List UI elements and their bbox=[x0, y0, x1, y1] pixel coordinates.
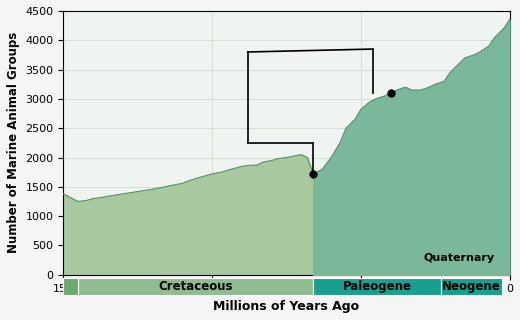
Text: Neogene: Neogene bbox=[442, 280, 501, 293]
Text: Paleogene: Paleogene bbox=[343, 280, 412, 293]
Y-axis label: Number of Marine Animal Groups: Number of Marine Animal Groups bbox=[7, 32, 20, 253]
Bar bbox=[313, 278, 441, 295]
X-axis label: Millions of Years Ago: Millions of Years Ago bbox=[213, 300, 359, 313]
Bar bbox=[63, 278, 78, 295]
Bar bbox=[78, 278, 313, 295]
Text: Quaternary: Quaternary bbox=[424, 253, 495, 263]
Bar bbox=[441, 278, 502, 295]
Text: Cretaceous: Cretaceous bbox=[159, 280, 233, 293]
